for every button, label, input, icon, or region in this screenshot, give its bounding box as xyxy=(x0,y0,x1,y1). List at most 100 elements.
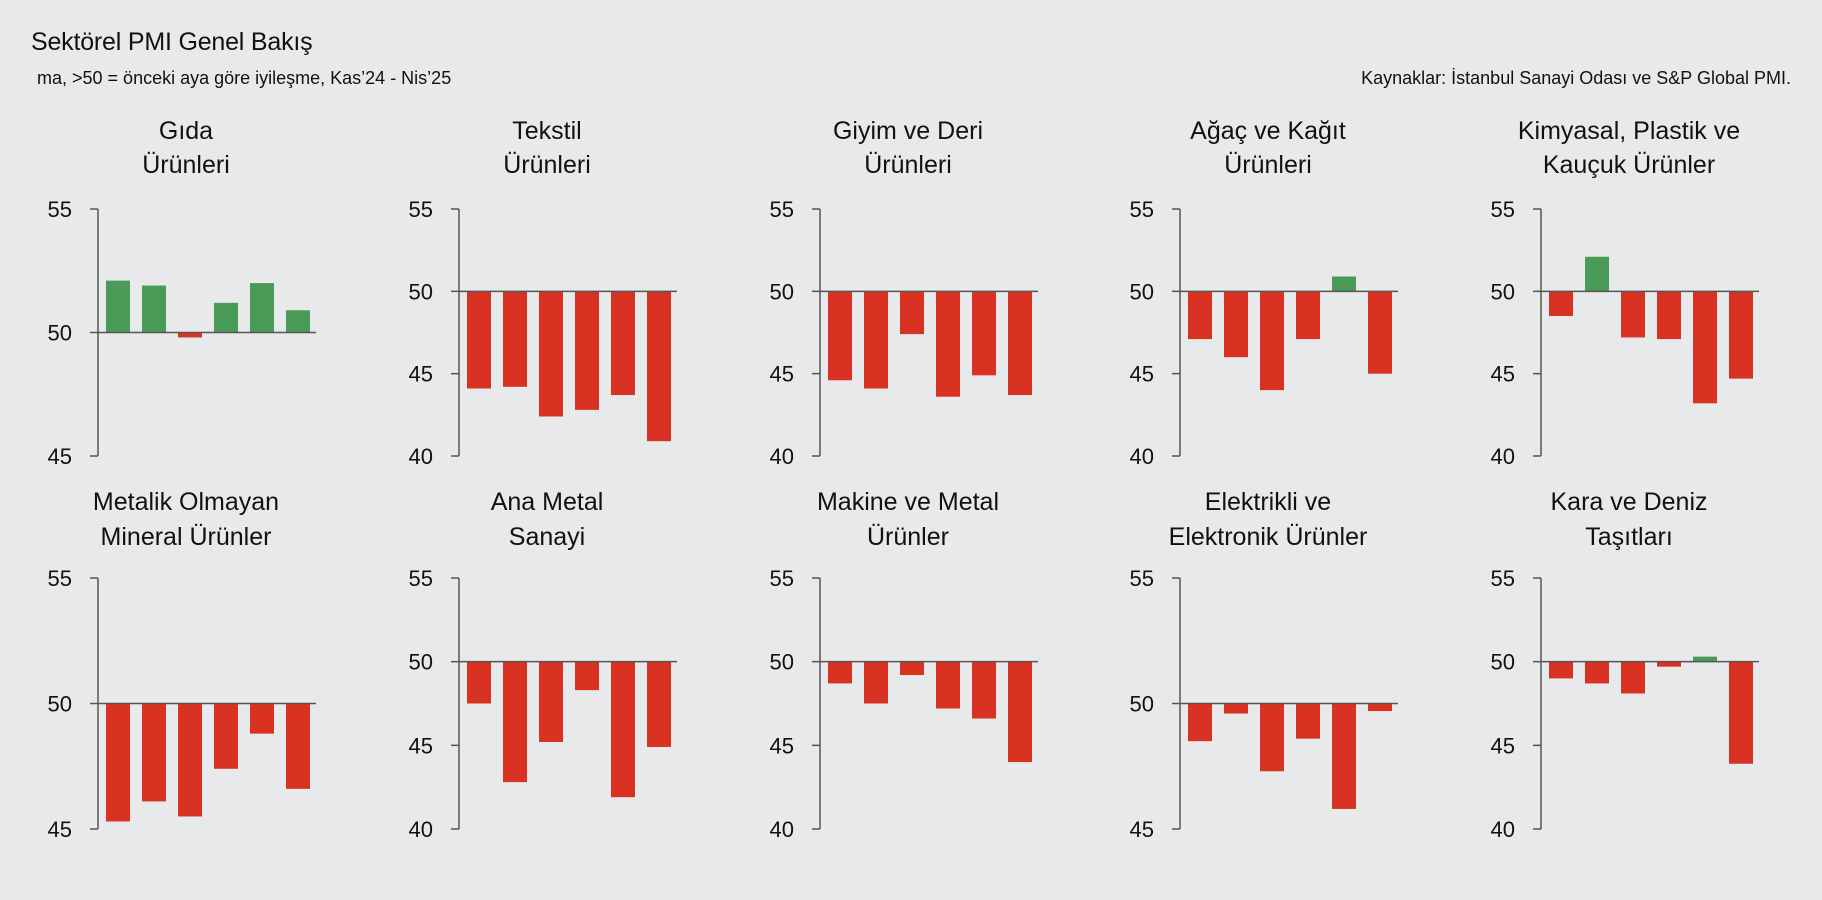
bar xyxy=(1657,661,1681,667)
bar xyxy=(214,302,238,333)
bar xyxy=(142,285,166,333)
panel-title-line: Ürünleri xyxy=(864,151,952,179)
y-tick-label: 55 xyxy=(770,566,794,591)
bar xyxy=(1693,656,1717,662)
y-tick-label: 50 xyxy=(48,321,72,346)
bar xyxy=(250,703,274,734)
panel-title-line: Sanayi xyxy=(509,523,585,551)
y-tick-label: 55 xyxy=(409,566,433,591)
panel-6: Metalik Olmayan Mineral Ürünler 45 50 55 xyxy=(48,488,316,842)
bar xyxy=(1585,661,1609,684)
bar xyxy=(178,703,202,817)
panel-title-line: Kara ve Deniz xyxy=(1550,488,1707,516)
panel-10: Kara ve Deniz Taşıtları 40 45 50 55 xyxy=(1491,488,1759,842)
bar xyxy=(1296,703,1320,739)
bar xyxy=(972,291,996,376)
panel-title-line: Gıda xyxy=(159,117,213,145)
panel-title-line: Metalik Olmayan xyxy=(93,488,279,516)
bar xyxy=(1008,291,1032,396)
bar xyxy=(1188,291,1212,340)
y-tick-label: 45 xyxy=(48,444,72,469)
y-tick-label: 45 xyxy=(409,362,433,387)
y-tick-label: 45 xyxy=(770,733,794,758)
bar xyxy=(503,661,527,783)
y-tick-label: 55 xyxy=(48,197,72,222)
bar xyxy=(1693,291,1717,404)
panel-2: Tekstil Ürünleri 40 45 50 55 xyxy=(409,117,677,469)
panel-title-line: Taşıtları xyxy=(1585,523,1673,551)
y-tick-label: 40 xyxy=(770,817,794,842)
bar xyxy=(467,661,491,704)
y-tick-label: 40 xyxy=(1491,444,1515,469)
y-tick-label: 50 xyxy=(1491,650,1515,675)
panel-title-line: Ana Metal xyxy=(491,488,604,516)
panel-title-line: Ağaç ve Kağıt xyxy=(1190,117,1346,145)
chart-subtitle: ma, >50 = önceki aya göre iyileşme, Kas’… xyxy=(37,68,452,88)
bar xyxy=(106,280,130,333)
panel-4: Ağaç ve Kağıt Ürünleri 40 45 50 55 xyxy=(1130,117,1398,469)
panel-title-line: Makine ve Metal xyxy=(817,488,999,516)
panel-3: Giyim ve Deri Ürünleri 40 45 50 55 xyxy=(770,117,1038,469)
y-tick-label: 55 xyxy=(1491,197,1515,222)
bar xyxy=(611,291,635,396)
y-tick-label: 40 xyxy=(770,444,794,469)
panel-title-line: Kauçuk Ürünler xyxy=(1543,151,1715,179)
bar xyxy=(1224,703,1248,714)
bar xyxy=(1621,291,1645,338)
panel-9: Elektrikli ve Elektronik Ürünler 45 50 55 xyxy=(1130,488,1398,842)
bar xyxy=(972,661,996,719)
bar xyxy=(1224,291,1248,358)
y-tick-label: 40 xyxy=(409,444,433,469)
y-tick-label: 55 xyxy=(770,197,794,222)
bar xyxy=(1368,291,1392,374)
bar xyxy=(214,703,238,769)
y-tick-label: 45 xyxy=(1130,817,1154,842)
panel-1: Gıda Ürünleri 45 50 55 xyxy=(48,117,316,469)
y-tick-label: 40 xyxy=(409,817,433,842)
y-tick-label: 45 xyxy=(770,362,794,387)
panel-7: Ana Metal Sanayi 40 45 50 55 xyxy=(409,488,677,842)
y-tick-label: 50 xyxy=(48,692,72,717)
bar xyxy=(467,291,491,389)
bar xyxy=(575,661,599,691)
bar xyxy=(539,291,563,417)
y-tick-label: 45 xyxy=(48,817,72,842)
bar xyxy=(1332,276,1356,292)
bar xyxy=(575,291,599,410)
bar xyxy=(611,661,635,798)
page-title: Sektörel PMI Genel Bakış xyxy=(31,28,313,56)
bar xyxy=(864,661,888,704)
panel-title-line: Mineral Ürünler xyxy=(101,523,272,551)
bar xyxy=(1585,256,1609,292)
y-tick-label: 50 xyxy=(409,279,433,304)
bar xyxy=(936,661,960,709)
y-tick-label: 40 xyxy=(1491,817,1515,842)
bar xyxy=(1549,661,1573,679)
bar xyxy=(900,291,924,335)
y-tick-label: 45 xyxy=(1491,362,1515,387)
y-tick-label: 45 xyxy=(1130,362,1154,387)
y-tick-label: 45 xyxy=(1491,733,1515,758)
bar xyxy=(1368,703,1392,712)
panel-title-line: Giyim ve Deri xyxy=(833,117,983,145)
bar xyxy=(1296,291,1320,340)
bar xyxy=(1621,661,1645,694)
panel-title-line: Ürünler xyxy=(867,523,949,551)
bar xyxy=(828,291,852,381)
y-tick-label: 55 xyxy=(48,566,72,591)
y-tick-label: 50 xyxy=(770,279,794,304)
bar xyxy=(1657,291,1681,340)
bar xyxy=(142,703,166,802)
y-tick-label: 50 xyxy=(1130,692,1154,717)
bar xyxy=(539,661,563,742)
y-tick-label: 55 xyxy=(1130,566,1154,591)
panel-title-line: Ürünleri xyxy=(142,151,230,179)
bar xyxy=(1188,703,1212,742)
y-tick-label: 40 xyxy=(1130,444,1154,469)
bar xyxy=(286,703,310,789)
source-note: Kaynaklar: İstanbul Sanayi Odası ve S&P … xyxy=(1361,68,1791,88)
bar xyxy=(286,310,310,333)
bar xyxy=(1549,291,1573,317)
bar xyxy=(864,291,888,389)
